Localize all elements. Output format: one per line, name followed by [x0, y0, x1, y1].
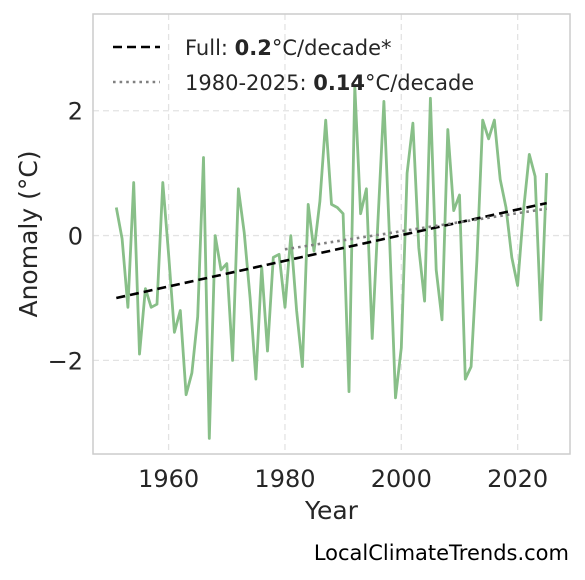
watermark: LocalClimateTrends.com [314, 541, 569, 565]
x-tick-label: 2000 [371, 465, 432, 493]
y-tick-label: −2 [48, 347, 83, 375]
gridlines [93, 14, 570, 454]
legend-full-prefix: Full: [185, 36, 235, 60]
y-tick-label: 0 [68, 223, 83, 251]
x-tick-label: 2020 [487, 465, 548, 493]
y-tick-labels: −2 0 2 [48, 98, 83, 376]
plot-background [93, 14, 570, 454]
trend-line-recent [284, 207, 547, 251]
legend-label-full: Full: 0.2°C/decade* [185, 36, 392, 60]
x-tick-label: 1960 [138, 465, 199, 493]
anomaly-series-line [114, 84, 549, 440]
y-axis-label: Anomaly (°C) [14, 150, 43, 317]
legend-full-suffix: °C/decade* [272, 36, 392, 60]
legend-full-value: 0.2 [235, 36, 272, 60]
plot-frame [92, 13, 571, 455]
x-axis-label: Year [304, 496, 359, 525]
series-group [114, 84, 549, 440]
x-tick-label: 1980 [254, 465, 315, 493]
y-tick-label: 2 [68, 98, 83, 126]
legend-recent-prefix: 1980-2025: [185, 71, 313, 95]
legend-label-recent: 1980-2025: 0.14°C/decade [185, 71, 474, 95]
legend-recent-suffix: °C/decade [365, 71, 474, 95]
legend-recent-value: 0.14 [313, 71, 365, 95]
x-tick-labels: 1960 1980 2000 2020 [138, 465, 548, 493]
legend: Full: 0.2°C/decade* 1980-2025: 0.14°C/de… [113, 36, 474, 95]
